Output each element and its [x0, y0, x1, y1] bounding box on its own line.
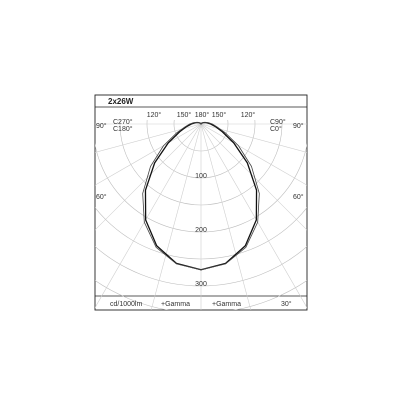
angle-label-right-60: 60°: [293, 193, 304, 201]
grid-ray-60: [200, 123, 307, 186]
gamma-label-left: +Gamma: [161, 301, 190, 308]
angle-label-left-90: 90°: [96, 122, 107, 130]
angle-label-right-90: 90°: [293, 122, 304, 130]
grid-ray-m75: [95, 123, 202, 153]
radial-tick-100: 100: [195, 173, 207, 180]
intensity-curves: [142, 121, 260, 271]
grid-ray-75: [200, 123, 307, 153]
radial-tick-200: 200: [195, 227, 207, 234]
intensity-curve-2: [142, 121, 260, 271]
plane-label-c0: C0°: [270, 125, 282, 133]
angle-label-left-120: 120°: [147, 111, 162, 119]
chart-title: 2x26W: [108, 97, 134, 106]
plane-label-c90: C90°: [270, 118, 286, 126]
grid-ray-m60: [95, 123, 202, 186]
radial-tick-300: 300: [195, 281, 207, 288]
grid-ray-m45: [95, 123, 202, 231]
angle-label-right-30: 30°: [281, 300, 292, 308]
grid-ray-m15: [150, 123, 202, 310]
angle-label-right-150: 150°: [212, 111, 227, 119]
grid-ray-15: [200, 123, 252, 310]
gamma-label-right: +Gamma: [212, 301, 241, 308]
unit-label: cd/1000lm: [110, 301, 142, 308]
grid-ray-m30: [95, 123, 202, 309]
plane-label-c270: C270°: [113, 118, 133, 126]
angle-label-180: 180°: [195, 111, 210, 119]
angle-label-left-60: 60°: [96, 193, 107, 201]
angle-label-right-120: 120°: [241, 111, 256, 119]
angle-label-left-150: 150°: [177, 111, 192, 119]
plane-label-c180: C180°: [113, 125, 133, 133]
grid-ray-30: [200, 123, 307, 309]
